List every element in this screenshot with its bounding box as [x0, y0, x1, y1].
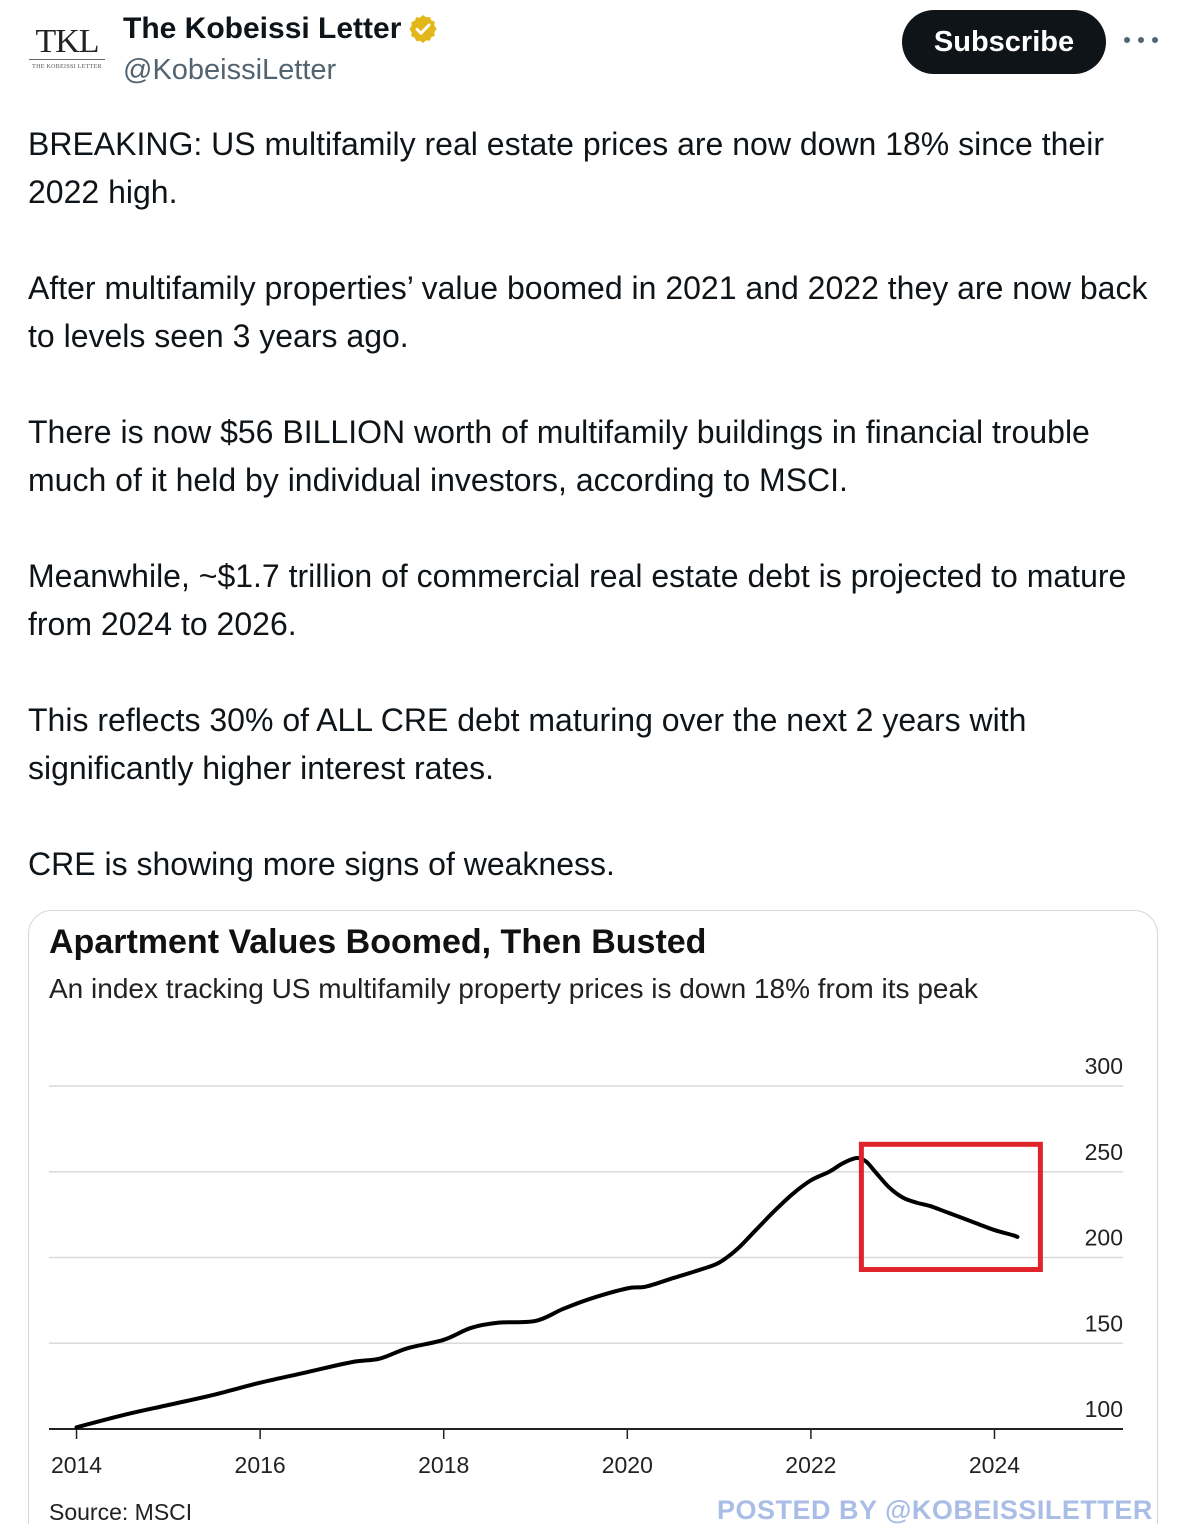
tweet-text: BREAKING: US multifamily real estate pri…	[28, 120, 1158, 888]
chart: 100 150 200 250 300 2014 2016 2018 2020 2022 2024	[49, 1053, 1123, 1478]
avatar[interactable]: TKL THE KOBEISSI LETTER	[26, 18, 108, 78]
tweet-paragraph: Meanwhile, ~$1.7 trillion of commercial …	[28, 558, 1127, 642]
x-tick-label: 2016	[235, 1452, 286, 1478]
tweet-paragraph: After multifamily properties’ value boom…	[28, 270, 1148, 354]
avatar-logo-subtext: THE KOBEISSI LETTER	[32, 63, 102, 70]
highlight-box	[858, 1141, 1043, 1273]
x-tick-label: 2020	[602, 1452, 653, 1478]
x-tick-label: 2018	[418, 1452, 469, 1478]
media-card[interactable]: Apartment Values Boomed, Then Busted An …	[28, 910, 1158, 1524]
tweet-paragraph: CRE is showing more signs of weakness.	[28, 846, 615, 882]
display-name[interactable]: The Kobeissi Letter	[123, 12, 402, 45]
name-row: The Kobeissi Letter	[123, 12, 439, 46]
watermark: POSTED BY @KOBEISSILETTER	[717, 1495, 1153, 1524]
y-tick-label: 100	[1085, 1396, 1123, 1422]
more-options-icon[interactable]	[1124, 30, 1158, 50]
avatar-rule	[29, 58, 105, 60]
tweet-header: TKL THE KOBEISSI LETTER The Kobeissi Let…	[0, 0, 1184, 100]
chart-subtitle: An index tracking US multifamily propert…	[49, 973, 979, 1004]
x-tick-label: 2014	[51, 1452, 102, 1478]
y-tick-label: 200	[1085, 1225, 1123, 1251]
subscribe-button[interactable]: Subscribe	[902, 10, 1106, 74]
tweet-paragraph: This reflects 30% of ALL CRE debt maturi…	[28, 702, 1027, 786]
verified-badge-icon	[409, 15, 438, 43]
chart-source: Source: MSCI	[49, 1499, 193, 1524]
y-tick-label: 150	[1085, 1310, 1123, 1336]
y-tick-label: 250	[1085, 1139, 1123, 1165]
tweet-paragraph: BREAKING: US multifamily real estate pri…	[28, 126, 1104, 210]
x-tick-label: 2022	[785, 1452, 836, 1478]
tweet-paragraph: There is now $56 BILLION worth of multif…	[28, 414, 1090, 498]
handle[interactable]: @KobeissiLetter	[123, 54, 337, 86]
series-line	[74, 1156, 1020, 1430]
chart-title: Apartment Values Boomed, Then Busted	[49, 923, 707, 961]
y-tick-label: 300	[1085, 1053, 1123, 1079]
x-tick-label: 2024	[969, 1452, 1020, 1478]
avatar-logo-text: TKL	[35, 22, 99, 60]
